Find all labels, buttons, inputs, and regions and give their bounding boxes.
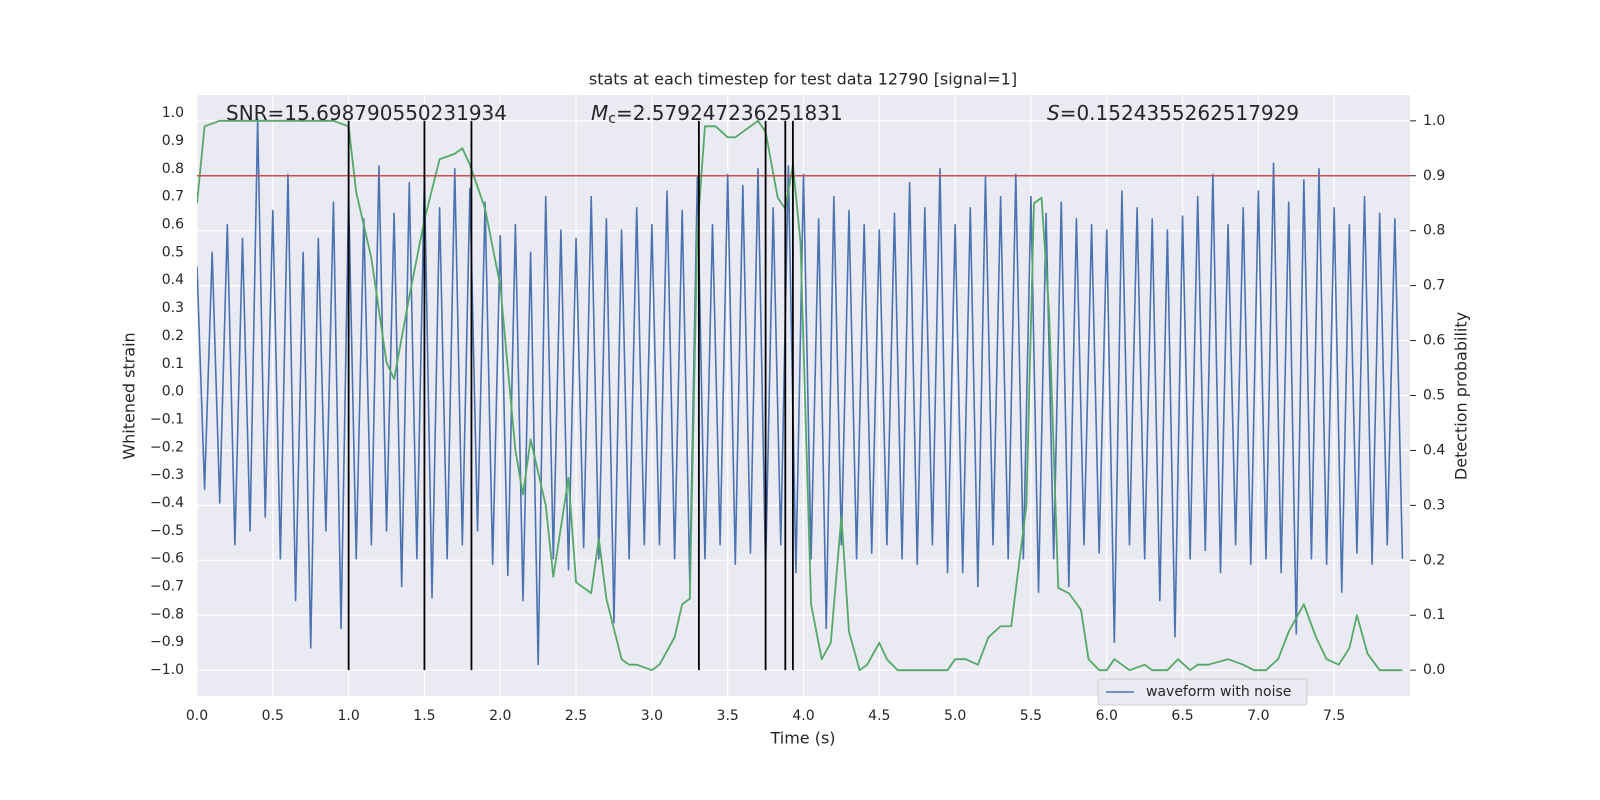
y-tick-label: −0.3 [150, 467, 184, 483]
plot-layer [197, 117, 1410, 672]
y-tick-label: 0.1 [162, 356, 184, 372]
y2-tick-label: 0.6 [1423, 333, 1445, 349]
legend-box [1097, 678, 1308, 706]
x-tick-label: 6.5 [1171, 708, 1193, 724]
y-axis-label: Whitened strain [120, 332, 139, 459]
y-tick-label: −0.1 [150, 411, 184, 427]
y-tick-label: −0.8 [150, 606, 184, 622]
y-tick-label: 0.4 [162, 272, 184, 288]
y2-tick-label: 0.0 [1423, 662, 1445, 678]
y2-tick-label: 0.3 [1423, 497, 1445, 513]
x-tick-label: 1.0 [337, 708, 359, 724]
y2-tick-label: 0.7 [1423, 278, 1445, 294]
y2-axis-label: Detection probability [1452, 312, 1471, 480]
annotation: SNR=15.698790550231934 [226, 101, 507, 125]
x-tick-label: 7.0 [1247, 708, 1269, 724]
annotation-part: M [591, 101, 608, 125]
y-tick-label: −0.4 [150, 495, 184, 511]
x-tick-label: 5.0 [944, 708, 966, 724]
y2-tick-label: 0.8 [1423, 223, 1445, 239]
x-tick-label: 0.5 [262, 708, 284, 724]
x-tick-label: 3.0 [641, 708, 663, 724]
annotation-part: =2.579247236251831 [616, 101, 843, 125]
x-tick-label: 4.5 [868, 708, 890, 724]
y2-tick-label: 1.0 [1423, 113, 1445, 129]
y2-tick-label: 0.9 [1423, 168, 1445, 184]
annotation-part: SNR=15.698790550231934 [226, 101, 507, 125]
legend-label: waveform with noise [1146, 684, 1291, 700]
series-line [197, 117, 1404, 666]
y-tick-label: 0.0 [162, 384, 184, 400]
y-tick-label: 0.5 [162, 244, 184, 260]
x-tick-label: 4.0 [792, 708, 814, 724]
y-tick-label: 1.0 [162, 105, 184, 121]
y2-tick-label: 0.5 [1423, 388, 1445, 404]
series-line [197, 119, 1403, 672]
y-tick-label: 0.2 [162, 328, 184, 344]
x-tick-label: 3.5 [717, 708, 739, 724]
x-tick-label: 7.5 [1323, 708, 1345, 724]
y2-tick-label: 0.2 [1423, 552, 1445, 568]
y-tick-label: −0.5 [150, 523, 184, 539]
annotation: S=0.1524355262517929 [1047, 101, 1299, 125]
y-tick-label: 0.3 [162, 300, 184, 316]
y2-tick-label: 0.4 [1423, 442, 1445, 458]
x-tick-label: 6.0 [1096, 708, 1118, 724]
y-tick-label: −1.0 [150, 662, 184, 678]
x-tick-label: 1.5 [413, 708, 435, 724]
x-tick-label: 2.0 [489, 708, 511, 724]
x-tick-label: 0.0 [186, 708, 208, 724]
y-tick-label: 0.6 [162, 217, 184, 233]
y-tick-label: 0.7 [162, 189, 184, 205]
y-tick-label: −0.2 [150, 439, 184, 455]
annotation-part: c [608, 111, 616, 127]
y-tick-label: −0.7 [150, 579, 184, 595]
x-axis-label: Time (s) [769, 729, 835, 748]
annotation-part: =0.1524355262517929 [1060, 101, 1299, 125]
y-tick-label: −0.9 [150, 634, 184, 650]
y2-tick-label: 0.1 [1423, 607, 1445, 623]
annotation-part: S [1047, 101, 1060, 125]
x-tick-label: 2.5 [565, 708, 587, 724]
y-tick-label: 0.9 [162, 133, 184, 149]
y-tick-label: 0.8 [162, 161, 184, 177]
y-tick-label: −0.6 [150, 551, 184, 567]
annotation: Mc=2.579247236251831 [591, 101, 843, 128]
chart-title: stats at each timestep for test data 127… [589, 70, 1017, 89]
legend: waveform with noise [1097, 678, 1308, 706]
x-tick-label: 5.5 [1020, 708, 1042, 724]
